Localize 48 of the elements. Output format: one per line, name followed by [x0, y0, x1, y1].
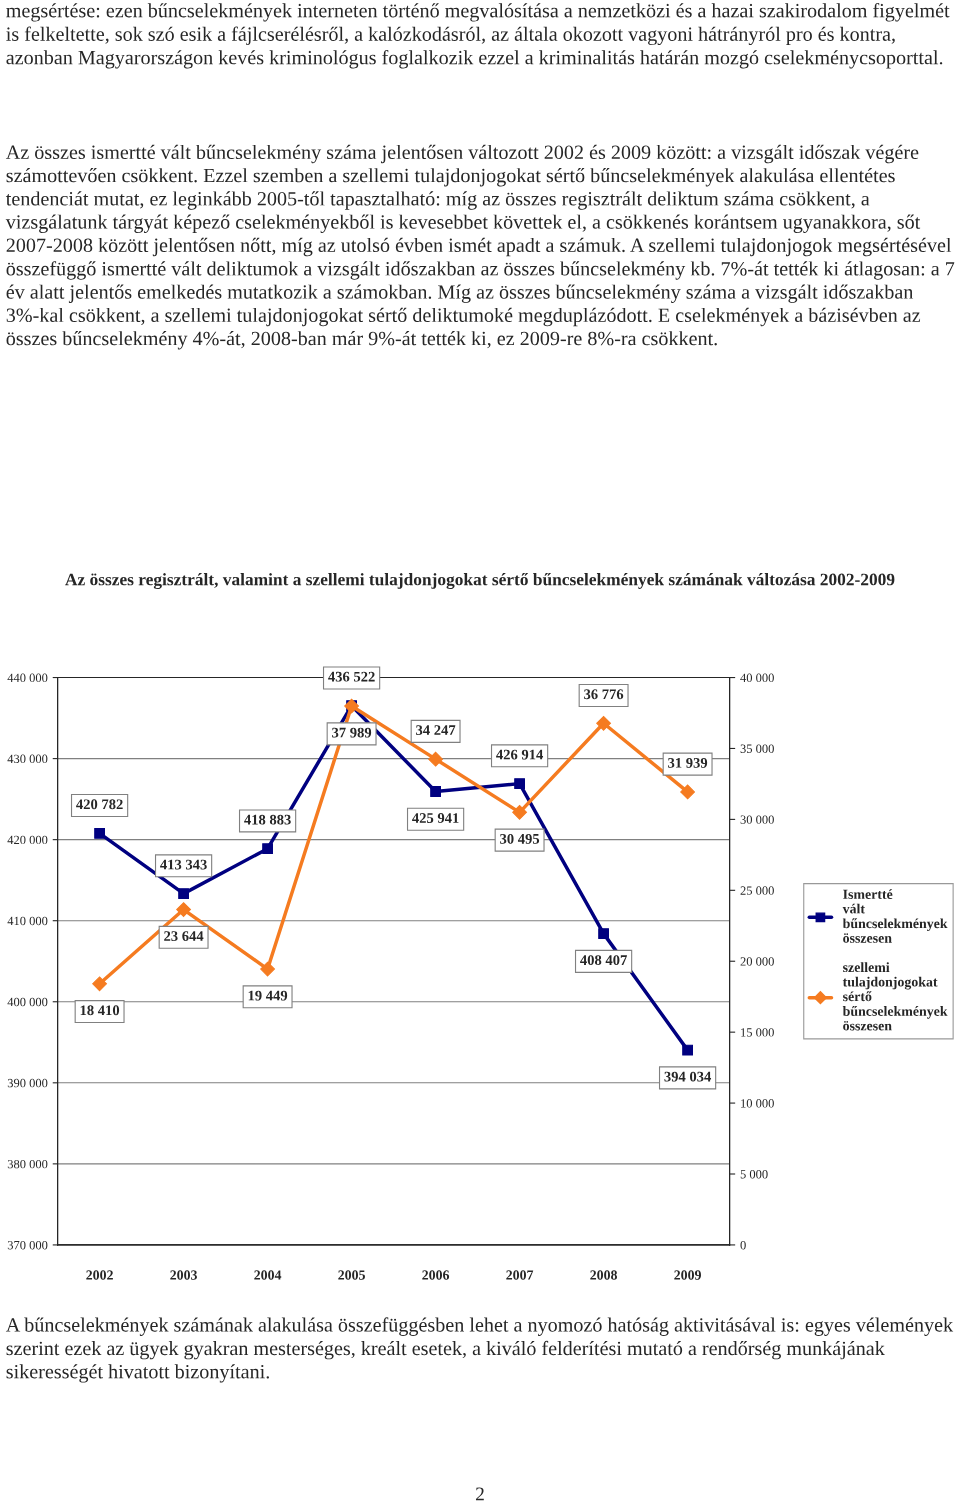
data-label: 408 407	[580, 955, 627, 966]
data-label: 394 034	[664, 1071, 712, 1082]
legend-label: Ismertté vált bűncselekmények összesen	[842, 889, 948, 943]
text: Az összes ismertté vált bűncselekmény száma jelentősen változott 2002 és 2009 között: a vizsgált időszak végére számottevően csökkent. Ezzel szemben a szellemi tulajdonjogokat sértő bűncselekmények alakulása ellentétes tendenciát mutat, ez leginkább 2005-től tapasztalható: míg az összes regisztrált deliktum száma csökkent, a vizsgálatunk tárgyát képező cselekményekből is kevesebbet követtek el, a csökkenés korántsem ugyanakkora, sőt 2007-2008 között jelentősen nőtt, míg az utolsó évben ismét apadt a számuk. A szellemi tulajdonjogok megsértésével összefüggő ismertté vált deliktumok a vizsgált időszakban az összes bűncselekmény kb. 7%-át tették ki átlagosan: a 7 év alatt jelentős emelkedés mutatkozik a számokban. Míg az összes bűncselekmény száma a vizsgált időszakban 3%-kal csökkent, a szellemi tulajdonjogokat sértő deliktumoké megduplázódott. E cselekmények a bázisévben az összes bűncselekmény 4%-át, 2008-ban már 9%-át tették ki, ez 2009-re 8%-ra csökkent.	[5, 144, 955, 350]
y-tick-label: 380 000	[7, 1159, 48, 1169]
y2-tick-label: 35 000	[740, 744, 774, 753]
y-tick-label: 390 000	[7, 1078, 48, 1088]
data-label: 19 449	[248, 990, 288, 1001]
y-tick-label: 410 000	[7, 916, 48, 926]
chart-title: Az összes regisztrált, valamint a szellemi tulajdonjogokat sértő bűncselekmények számának változása 2002-2009	[65, 572, 895, 589]
legend-label: szellemi tulajdonjogokat sértő bűncselekmények összesen	[842, 962, 948, 1031]
data-label: 23 644	[164, 931, 204, 941]
y-tick-label: 420 000	[7, 835, 48, 845]
y-tick-label: 430 000	[7, 754, 48, 764]
data-label: 18 410	[80, 1005, 120, 1016]
data-label: 36 776	[584, 689, 624, 700]
y-tick-label: 400 000	[7, 997, 48, 1007]
x-tick-label: 2006	[422, 1270, 450, 1280]
data-label: 436 522	[328, 671, 375, 682]
y2-tick-label: 15 000	[741, 1028, 774, 1037]
y2-tick-label: 0	[740, 1240, 746, 1250]
x-tick-label: 2007	[506, 1270, 534, 1280]
y-tick-label: 370 000	[7, 1240, 48, 1250]
text: A bűncselekmények számának alakulása összefüggésben lehet a nyomozó hatóság aktivitásával is: egyes vélemények szerint ezek az ügyek gyakran mesterséges, kreált esetek, a kiváló felderítési mutató a rendőrség munkájának sikerességét hivatott bizonyítani.	[5, 1317, 954, 1383]
y-tick-label: 440 000	[7, 673, 48, 682]
x-tick-label: 2003	[170, 1270, 198, 1280]
y2-tick-label: 20 000	[740, 957, 774, 966]
data-label: 37 989	[332, 727, 372, 738]
y2-tick-label: 40 000	[740, 673, 774, 682]
y2-tick-label: 5 000	[740, 1170, 768, 1179]
data-label: 426 914	[496, 749, 544, 760]
data-label: 30 495	[500, 833, 540, 844]
data-label: 420 782	[76, 799, 123, 810]
y2-tick-label: 30 000	[740, 815, 774, 824]
x-tick-label: 2008	[590, 1270, 618, 1280]
data-label: 34 247	[416, 725, 456, 736]
data-label: 425 941	[412, 813, 459, 823]
y2-tick-label: 25 000	[740, 886, 774, 895]
text: megsértése: ezen bűncselekmények interneten történő megvalósítása a nemzetközi és a hazai szakirodalom figyelmét is felkeltette, sok szó esik a fájlcserélésről, a kalózkodásról, az általa okozott vagyoni hátrányról pro és kontra, azonban Magyarországon kevés kriminológus foglalkozik ezzel a kriminalitás határán mozgó cselekménycsoporttal.	[6, 3, 950, 69]
data-label: 413 343	[160, 859, 207, 870]
x-tick-label: 2005	[338, 1270, 365, 1280]
data-label: 418 883	[244, 814, 291, 825]
x-tick-label: 2009	[674, 1270, 701, 1280]
text: 2	[475, 1487, 484, 1501]
x-tick-label: 2002	[86, 1270, 113, 1280]
data-label: 31 939	[668, 757, 708, 768]
y2-tick-label: 10 000	[741, 1099, 774, 1108]
x-tick-label: 2004	[254, 1270, 282, 1280]
